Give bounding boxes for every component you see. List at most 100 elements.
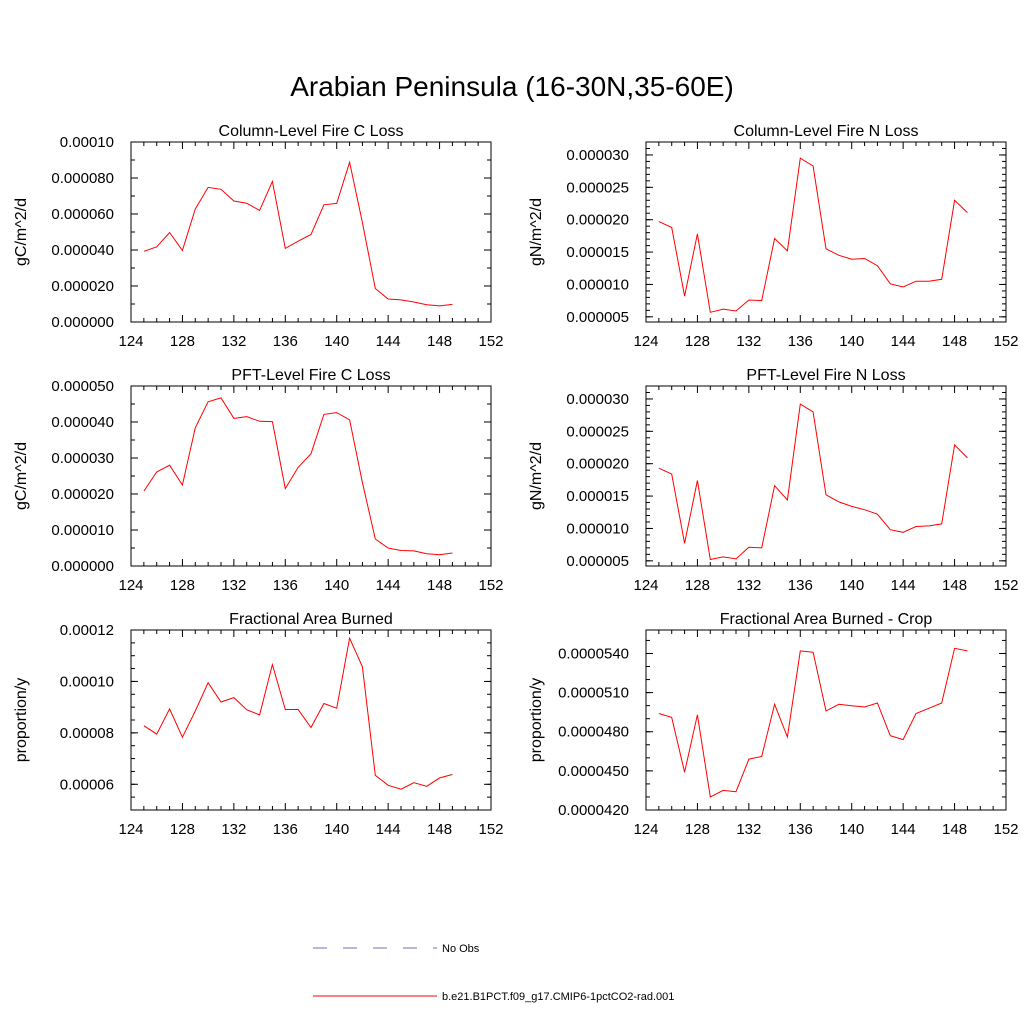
- x-tick-label: 136: [788, 821, 813, 838]
- y-tick-label: 0.000005: [566, 309, 629, 326]
- y-tick-label: 0.000030: [51, 450, 114, 467]
- y-tick-label: 0.000025: [566, 179, 629, 196]
- x-tick-label: 124: [118, 577, 143, 594]
- x-tick-label: 148: [427, 577, 452, 594]
- x-tick-label: 128: [170, 821, 195, 838]
- x-tick-label: 132: [221, 577, 246, 594]
- x-tick-label: 132: [736, 333, 761, 350]
- y-axis-label: proportion/y: [528, 678, 545, 763]
- y-tick-label: 0.00008: [60, 725, 114, 742]
- plot-frame: [130, 141, 492, 323]
- x-tick-label: 152: [993, 333, 1018, 350]
- x-tick-label: 144: [376, 821, 401, 838]
- y-tick-label: 0.000020: [566, 212, 629, 229]
- x-tick-label: 148: [942, 333, 967, 350]
- x-tick-label: 148: [942, 577, 967, 594]
- y-tick-label: 0.0000420: [558, 802, 629, 819]
- x-tick-label: 128: [170, 333, 195, 350]
- plot-frame: [645, 629, 1007, 811]
- y-tick-label: 0.000040: [51, 242, 114, 259]
- x-tick-label: 140: [839, 577, 864, 594]
- x-tick-label: 136: [273, 333, 298, 350]
- x-tick-label: 128: [685, 577, 710, 594]
- y-tick-label: 0.000015: [566, 244, 629, 261]
- x-tick-label: 136: [788, 577, 813, 594]
- x-tick-label: 152: [478, 333, 503, 350]
- x-tick-label: 148: [427, 333, 452, 350]
- series-line: [143, 160, 453, 307]
- chart-panel-5: Fractional Area Burned proportion/y 124 128…: [13, 611, 504, 838]
- panel-title: Column-Level Fire C Loss: [219, 123, 404, 140]
- y-tick-label: 0.000020: [51, 486, 114, 503]
- x-tick-label: 132: [736, 577, 761, 594]
- x-tick-label: 148: [427, 821, 452, 838]
- series-line: [658, 647, 968, 798]
- chart-panel-6: Fractional Area Burned - Crop proportion/…: [528, 611, 1019, 838]
- y-tick-label: 0.000080: [51, 170, 114, 187]
- y-axis-label: gC/m^2/d: [13, 198, 30, 266]
- chart-panel-1: Column-Level Fire C Loss gC/m^2/d 124 128 13…: [13, 123, 504, 350]
- x-tick-label: 128: [685, 333, 710, 350]
- x-tick-label: 124: [633, 577, 658, 594]
- y-axis-label: proportion/y: [13, 678, 30, 763]
- y-tick-label: 0.000060: [51, 206, 114, 223]
- x-tick-label: 140: [324, 821, 349, 838]
- x-tick-label: 124: [633, 821, 658, 838]
- y-tick-label: 0.000000: [51, 314, 114, 331]
- y-tick-label: 0.0000510: [558, 685, 629, 702]
- x-tick-label: 136: [273, 577, 298, 594]
- x-tick-label: 124: [633, 333, 658, 350]
- series-line: [143, 397, 453, 556]
- y-tick-label: 0.000020: [51, 278, 114, 295]
- y-tick-label: 0.000030: [566, 391, 629, 408]
- x-tick-label: 144: [376, 577, 401, 594]
- x-tick-label: 132: [221, 333, 246, 350]
- y-tick-label: 0.000000: [51, 558, 114, 575]
- y-tick-label: 0.000015: [566, 488, 629, 505]
- x-tick-label: 152: [478, 821, 503, 838]
- x-tick-label: 140: [324, 577, 349, 594]
- y-tick-label: 0.00006: [60, 776, 114, 793]
- plot-frame: [130, 385, 492, 567]
- x-tick-label: 144: [891, 577, 916, 594]
- y-tick-label: 0.00012: [60, 622, 114, 639]
- panel-title: Column-Level Fire N Loss: [734, 123, 919, 140]
- y-tick-label: 0.000025: [566, 423, 629, 440]
- x-tick-label: 124: [118, 333, 143, 350]
- plot-frame: [130, 629, 492, 811]
- panel-title: Fractional Area Burned - Crop: [720, 611, 933, 628]
- legend-label-no-obs: No Obs: [442, 943, 480, 955]
- y-tick-label: 0.000040: [51, 414, 114, 431]
- x-tick-label: 144: [376, 333, 401, 350]
- y-tick-label: 0.000005: [566, 553, 629, 570]
- x-tick-label: 132: [736, 821, 761, 838]
- x-tick-label: 136: [273, 821, 298, 838]
- plot-frame: [645, 385, 1007, 567]
- panel-title: PFT-Level Fire C Loss: [231, 367, 390, 384]
- y-tick-label: 0.000020: [566, 456, 629, 473]
- chart-panel-4: PFT-Level Fire N Loss gN/m^2/d 124 128 132 13…: [528, 367, 1019, 594]
- x-tick-label: 140: [839, 821, 864, 838]
- y-tick-label: 0.000030: [566, 147, 629, 164]
- y-tick-label: 0.0000480: [558, 724, 629, 741]
- legend: No Obs b.e21.B1PCT.f09_g17.CMIP6-1pctCO2-…: [313, 943, 674, 1003]
- y-tick-label: 0.00010: [60, 673, 114, 690]
- series-line: [658, 157, 968, 313]
- x-tick-label: 152: [478, 577, 503, 594]
- chart-panel-2: Column-Level Fire N Loss gN/m^2/d 124 128 13…: [528, 123, 1019, 350]
- x-tick-label: 140: [324, 333, 349, 350]
- series-line: [143, 636, 453, 790]
- x-tick-label: 148: [942, 821, 967, 838]
- panel-title: Fractional Area Burned: [229, 611, 393, 628]
- x-tick-label: 128: [685, 821, 710, 838]
- y-axis-label: gN/m^2/d: [528, 198, 545, 266]
- x-tick-label: 152: [993, 821, 1018, 838]
- x-tick-label: 144: [891, 821, 916, 838]
- x-tick-label: 132: [221, 821, 246, 838]
- x-tick-label: 152: [993, 577, 1018, 594]
- plot-frame: [645, 141, 1007, 323]
- y-tick-label: 0.000010: [566, 276, 629, 293]
- x-tick-label: 140: [839, 333, 864, 350]
- chart-panels: Column-Level Fire C Loss gC/m^2/d 124 128 13…: [13, 123, 1019, 838]
